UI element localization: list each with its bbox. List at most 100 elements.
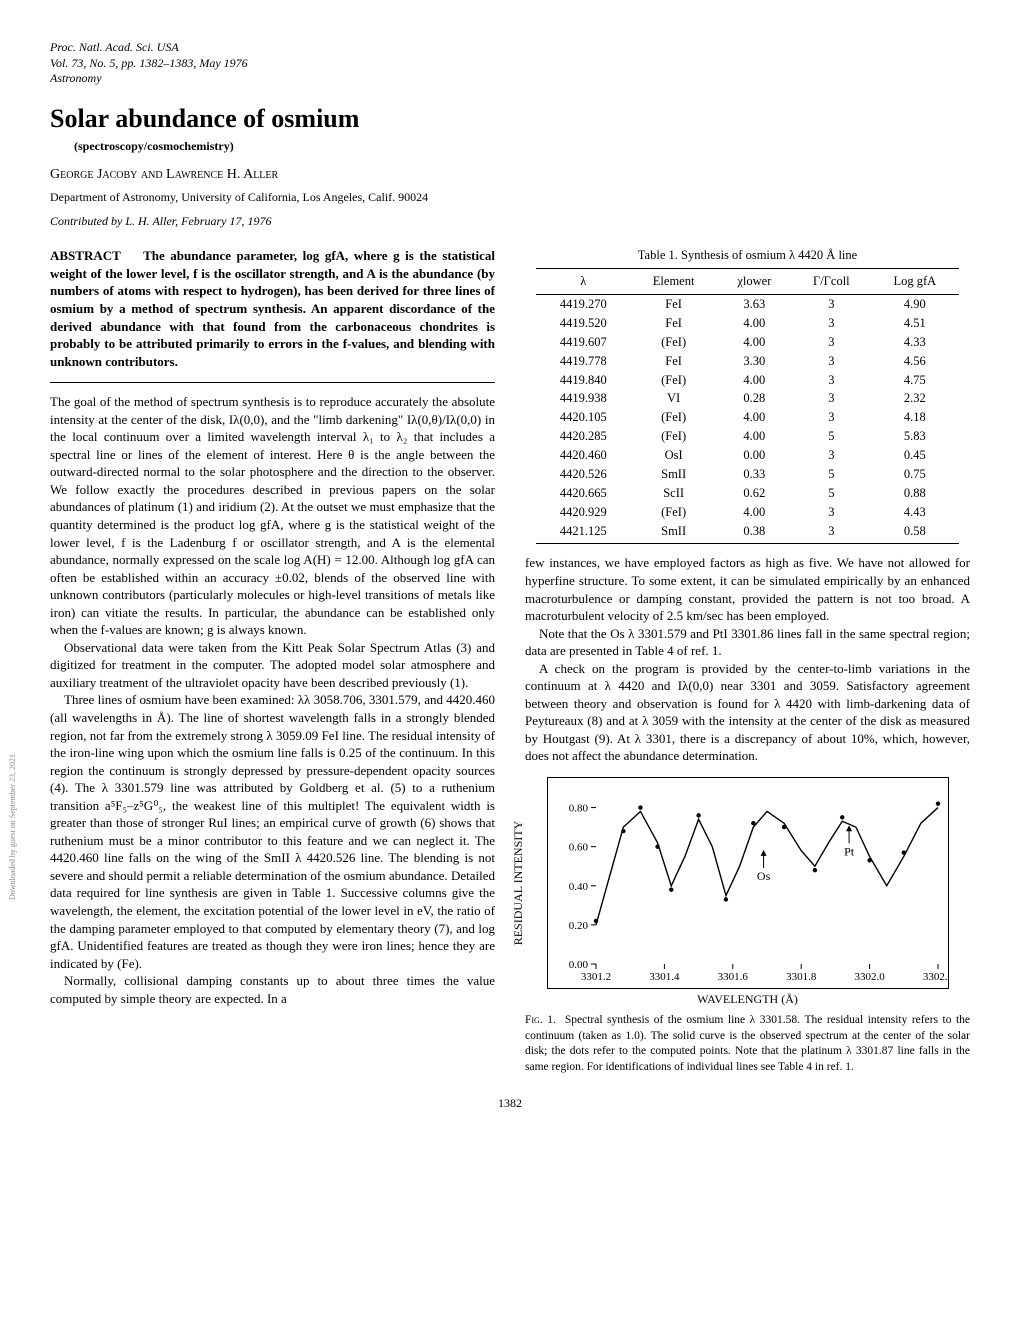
th-chi: χlower xyxy=(717,269,792,295)
table-cell: 3 xyxy=(792,446,871,465)
table-cell: 4419.778 xyxy=(536,352,630,371)
table-cell: 3.63 xyxy=(717,295,792,314)
table-row: 4421.125SmII0.3830.58 xyxy=(536,522,959,544)
chart-svg: 0.000.200.400.600.803301.23301.43301.633… xyxy=(548,778,948,988)
table-cell: 4419.840 xyxy=(536,371,630,390)
table-cell: 3 xyxy=(792,295,871,314)
journal-line-1: Proc. Natl. Acad. Sci. USA xyxy=(50,40,970,56)
fig-caption-text: Spectral synthesis of the osmium line λ … xyxy=(525,1014,970,1073)
table-cell: 4.00 xyxy=(717,333,792,352)
table-cell: 0.28 xyxy=(717,389,792,408)
table-cell: FeI xyxy=(630,314,716,333)
table-row: 4420.105(FeI)4.0034.18 xyxy=(536,408,959,427)
svg-text:3301.6: 3301.6 xyxy=(717,971,748,983)
table-1: λ Element χlower Γ/Γcoll Log gfA 4419.27… xyxy=(536,268,959,544)
chart-xlabel: WAVELENGTH (Å) xyxy=(525,991,970,1007)
table-cell: 3 xyxy=(792,333,871,352)
th-gamma: Γ/Γcoll xyxy=(792,269,871,295)
chart-plot-area: RESIDUAL INTENSITY 0.000.200.400.600.803… xyxy=(547,777,949,989)
table-cell: 4.00 xyxy=(717,371,792,390)
table-cell: 4420.929 xyxy=(536,503,630,522)
table-cell: 4.00 xyxy=(717,427,792,446)
table-cell: 3 xyxy=(792,352,871,371)
th-element: Element xyxy=(630,269,716,295)
svg-text:0.40: 0.40 xyxy=(568,881,588,893)
table-cell: 4.43 xyxy=(871,503,959,522)
table-cell: 3 xyxy=(792,522,871,544)
right-p2: Note that the Os λ 3301.579 and PtI 3301… xyxy=(525,625,970,660)
table-cell: 0.75 xyxy=(871,465,959,484)
journal-line-2: Vol. 73, No. 5, pp. 1382–1383, May 1976 xyxy=(50,56,970,72)
table-cell: 3 xyxy=(792,408,871,427)
table-cell: 0.45 xyxy=(871,446,959,465)
table-cell: 0.33 xyxy=(717,465,792,484)
right-p1: few instances, we have employed factors … xyxy=(525,554,970,624)
two-column-body: ABSTRACT The abundance parameter, log gf… xyxy=(50,247,970,1075)
table-cell: 0.62 xyxy=(717,484,792,503)
svg-text:Os: Os xyxy=(756,869,770,883)
figure-1: RESIDUAL INTENSITY 0.000.200.400.600.803… xyxy=(525,777,970,1075)
table-cell: 4.56 xyxy=(871,352,959,371)
table-row: 4419.778FeI3.3034.56 xyxy=(536,352,959,371)
table-cell: OsI xyxy=(630,446,716,465)
svg-text:3302.2: 3302.2 xyxy=(922,971,947,983)
department: Department of Astronomy, University of C… xyxy=(50,189,970,205)
table-cell: 4.51 xyxy=(871,314,959,333)
table-cell: 2.32 xyxy=(871,389,959,408)
table-cell: 4420.285 xyxy=(536,427,630,446)
right-column: Table 1. Synthesis of osmium λ 4420 Å li… xyxy=(525,247,970,1075)
table-cell: 4.00 xyxy=(717,503,792,522)
body-p1: The goal of the method of spectrum synth… xyxy=(50,393,495,639)
svg-text:0.00: 0.00 xyxy=(568,959,588,971)
table-cell: 3 xyxy=(792,389,871,408)
svg-text:Pt: Pt xyxy=(844,844,855,858)
table-cell: 4419.270 xyxy=(536,295,630,314)
svg-text:3301.8: 3301.8 xyxy=(786,971,817,983)
body-p3: Three lines of osmium have been examined… xyxy=(50,691,495,972)
table-cell: 5 xyxy=(792,427,871,446)
table-cell: 4421.125 xyxy=(536,522,630,544)
table-cell: 4.18 xyxy=(871,408,959,427)
figure-caption: Fig. 1. Spectral synthesis of the osmium… xyxy=(525,1013,970,1075)
download-sidenote: Downloaded by guest on September 23, 202… xyxy=(8,754,19,900)
header: Proc. Natl. Acad. Sci. USA Vol. 73, No. … xyxy=(50,40,970,229)
journal-line-3: Astronomy xyxy=(50,71,970,87)
table-cell: 4.33 xyxy=(871,333,959,352)
article-subtitle: (spectroscopy/cosmochemistry) xyxy=(74,138,970,154)
table-row: 4419.840(FeI)4.0034.75 xyxy=(536,371,959,390)
svg-text:3301.4: 3301.4 xyxy=(649,971,680,983)
left-column: ABSTRACT The abundance parameter, log gf… xyxy=(50,247,495,1075)
table-cell: 5 xyxy=(792,484,871,503)
table-cell: 5 xyxy=(792,465,871,484)
table-cell: 0.38 xyxy=(717,522,792,544)
table-cell: (FeI) xyxy=(630,408,716,427)
page-number: 1382 xyxy=(50,1095,970,1111)
table-cell: (FeI) xyxy=(630,503,716,522)
table-cell: ScII xyxy=(630,484,716,503)
table-cell: 4419.520 xyxy=(536,314,630,333)
table-row: 4419.938VI0.2832.32 xyxy=(536,389,959,408)
table-cell: (FeI) xyxy=(630,427,716,446)
table-cell: 4420.526 xyxy=(536,465,630,484)
table-cell: 4.90 xyxy=(871,295,959,314)
table-cell: FeI xyxy=(630,295,716,314)
table-row: 4419.520FeI4.0034.51 xyxy=(536,314,959,333)
table-row: 4419.607(FeI)4.0034.33 xyxy=(536,333,959,352)
body-p4: Normally, collisional damping constants … xyxy=(50,972,495,1007)
th-loggfa: Log gfA xyxy=(871,269,959,295)
table-cell: FeI xyxy=(630,352,716,371)
contributed-by: Contributed by L. H. Aller, February 17,… xyxy=(50,213,970,229)
abstract: ABSTRACT The abundance parameter, log gf… xyxy=(50,247,495,370)
table-cell: 0.58 xyxy=(871,522,959,544)
table-cell: SmII xyxy=(630,465,716,484)
table-cell: 4419.938 xyxy=(536,389,630,408)
table-cell: 4419.607 xyxy=(536,333,630,352)
table-cell: (FeI) xyxy=(630,371,716,390)
table-cell: 4.00 xyxy=(717,314,792,333)
table-row: 4420.929(FeI)4.0034.43 xyxy=(536,503,959,522)
table-cell: 3 xyxy=(792,503,871,522)
abstract-text: The abundance parameter, log gfA, where … xyxy=(50,248,495,368)
right-p3: A check on the program is provided by th… xyxy=(525,660,970,765)
table-cell: 0.88 xyxy=(871,484,959,503)
table-cell: 3.30 xyxy=(717,352,792,371)
